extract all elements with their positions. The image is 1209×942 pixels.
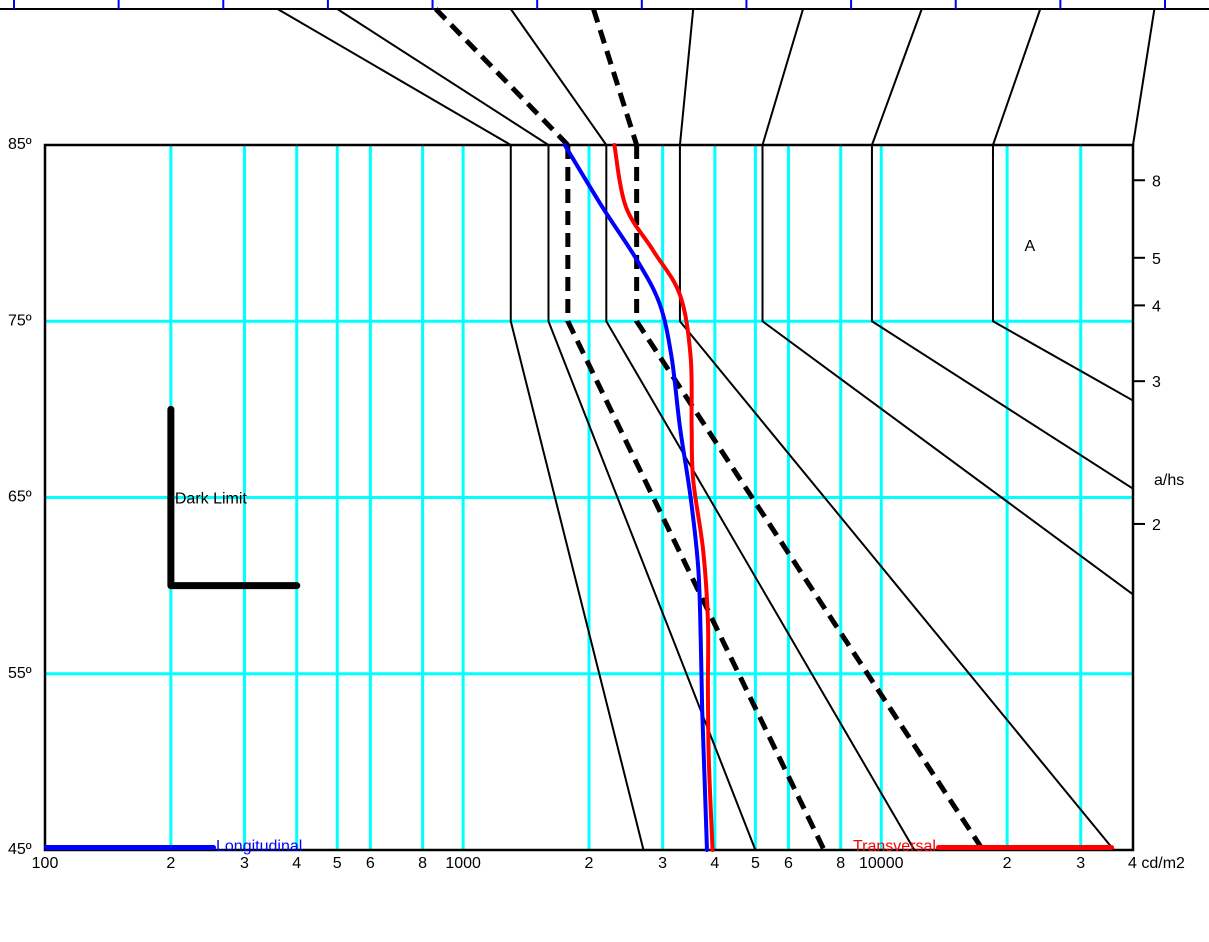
series-line-longitudinal xyxy=(562,143,709,852)
series-line-transversal xyxy=(612,143,715,852)
x-tick-label: 2 xyxy=(1003,855,1012,872)
y-tick-label: 85º xyxy=(8,136,32,153)
right-axis-tick-label: 3 xyxy=(1152,374,1161,391)
x-tick-label: 4 cd/m2 xyxy=(1128,855,1185,872)
y-tick-label: 45º xyxy=(8,841,32,858)
fan-line-top xyxy=(1132,8,1156,146)
legend-longitudinal-label: Longitudinal xyxy=(216,838,303,855)
y-tick-label: 55º xyxy=(8,665,32,682)
fan-line-top xyxy=(992,8,1042,146)
x-tick-label: 5 xyxy=(751,855,760,872)
fan-line-top xyxy=(509,8,608,146)
legend-transversal-label: Transversal xyxy=(853,838,936,855)
x-tick-label: 3 xyxy=(1076,855,1085,872)
limit-curve xyxy=(678,145,1115,851)
x-tick-label: 8 xyxy=(836,855,845,872)
dark-limit-label: Dark Limit xyxy=(175,491,248,508)
limit-curve xyxy=(870,145,1134,490)
x-tick-label: 10000 xyxy=(859,855,904,872)
limit-curve xyxy=(547,145,757,851)
annotation-label: A xyxy=(1024,238,1035,255)
x-tick-label: 2 xyxy=(166,855,175,872)
x-tick-label: 100 xyxy=(32,855,59,872)
legend-longitudinal: Longitudinal xyxy=(44,832,302,862)
limit-curve xyxy=(605,145,916,851)
fan-line-top xyxy=(336,8,550,146)
right-axis-tick-label: 4 xyxy=(1152,298,1161,315)
x-tick-label: 6 xyxy=(366,855,375,872)
legend-transversal: Transversal xyxy=(853,832,1114,862)
right-axis-tick-label: 2 xyxy=(1152,517,1161,534)
legend-transversal-swatch xyxy=(935,844,1114,850)
y-tick-label: 65º xyxy=(8,489,32,506)
fan-line-top xyxy=(277,8,512,146)
x-tick-label: 5 xyxy=(333,855,342,872)
x-tick-label: 4 xyxy=(710,855,719,872)
x-tick-label: 4 xyxy=(292,855,301,872)
x-tick-label: 1000 xyxy=(445,855,481,872)
limit-curve xyxy=(991,145,1134,402)
fan-line-top xyxy=(761,8,804,146)
limit-curve xyxy=(761,145,1134,596)
dashed-limit-curve xyxy=(634,145,985,852)
limit-curve xyxy=(509,145,645,851)
right-axis-tick-label: 5 xyxy=(1152,251,1161,268)
x-tick-label: 8 xyxy=(418,855,427,872)
fan-line-top xyxy=(433,7,570,147)
fan-line-top xyxy=(678,8,695,146)
right-axis-tick-label: 8 xyxy=(1152,173,1161,190)
x-tick-label: 2 xyxy=(585,855,594,872)
x-tick-label: 6 xyxy=(784,855,793,872)
dark-limit-marker xyxy=(167,405,301,590)
right-axis-title: a/hs xyxy=(1154,472,1184,489)
dashed-limit-curve xyxy=(565,145,827,852)
fan-line-top xyxy=(591,8,640,146)
y-tick-label: 75º xyxy=(8,312,32,329)
plot-frame xyxy=(43,143,1135,852)
legend-longitudinal-swatch xyxy=(44,844,216,850)
x-tick-label: 3 xyxy=(240,855,249,872)
x-tick-label: 3 xyxy=(658,855,667,872)
fan-line-top xyxy=(871,8,923,146)
